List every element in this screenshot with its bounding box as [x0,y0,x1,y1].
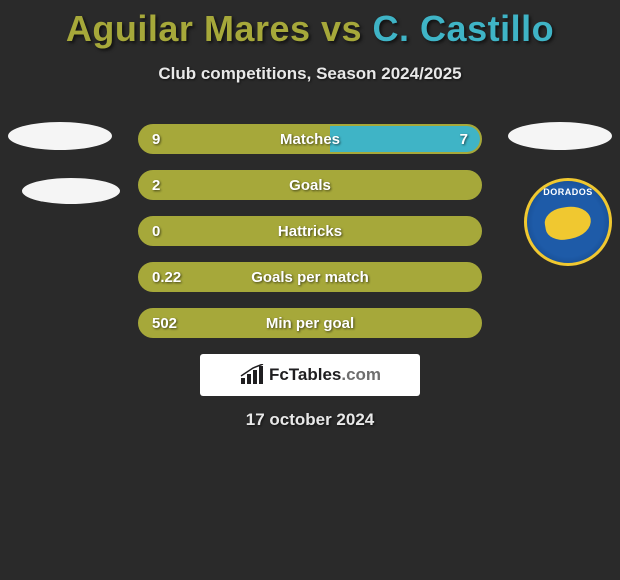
badge-team-name: DORADOS [527,187,609,197]
subtitle: Club competitions, Season 2024/2025 [0,64,620,84]
stat-row: 2Goals [138,170,482,200]
stat-row: 97Matches [138,124,482,154]
brand-text: FcTables.com [269,365,381,385]
stat-label: Hattricks [140,223,480,240]
badge-inner: DORADOS [527,181,609,263]
stat-label: Min per goal [140,315,480,332]
date-line: 17 october 2024 [0,410,620,430]
player2-name: C. Castillo [373,8,555,49]
player2-team-badge: DORADOS [524,178,612,266]
player1-name: Aguilar Mares [66,8,311,49]
player1-avatar-placeholder-1 [8,122,112,150]
badge-fish-icon [543,203,594,243]
stat-row: 502Min per goal [138,308,482,338]
stat-label: Goals per match [140,269,480,286]
brand-name: FcTables [269,365,341,384]
vs-separator: vs [311,8,373,49]
brand-chart-icon [239,364,265,386]
stat-row: 0Hattricks [138,216,482,246]
stat-label: Goals [140,177,480,194]
stat-row: 0.22Goals per match [138,262,482,292]
page-title: Aguilar Mares vs C. Castillo [0,0,620,50]
player2-avatar-placeholder [508,122,612,150]
stat-label: Matches [140,131,480,148]
brand-box: FcTables.com [200,354,420,396]
comparison-bars: 97Matches 2Goals 0Hattricks 0.22Goals per m… [138,124,482,354]
brand-domain: .com [341,365,381,384]
player1-avatar-placeholder-2 [22,178,120,204]
